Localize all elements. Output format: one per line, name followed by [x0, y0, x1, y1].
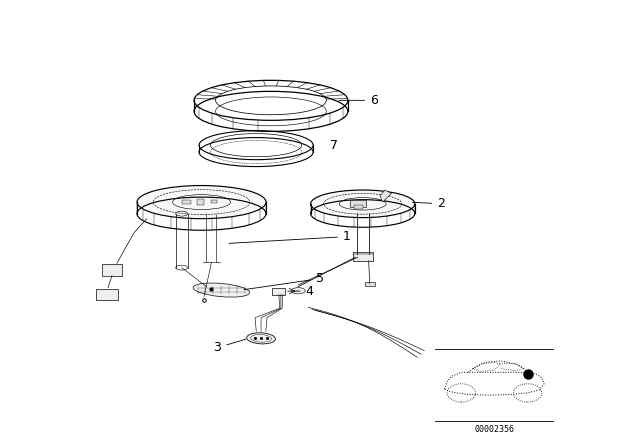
Text: 00002356: 00002356 — [474, 425, 515, 434]
Bar — [196, 199, 204, 205]
Bar — [354, 205, 363, 209]
Bar — [211, 200, 218, 203]
Text: 5: 5 — [244, 272, 324, 290]
Text: 7: 7 — [330, 139, 339, 152]
FancyBboxPatch shape — [96, 289, 118, 301]
Text: 2: 2 — [412, 197, 445, 210]
Bar — [365, 282, 375, 286]
Polygon shape — [380, 190, 392, 202]
Ellipse shape — [137, 185, 266, 219]
Ellipse shape — [310, 190, 415, 218]
Text: 1: 1 — [229, 230, 351, 243]
Bar — [350, 200, 366, 207]
Ellipse shape — [291, 288, 305, 294]
Bar — [273, 288, 285, 294]
Ellipse shape — [246, 333, 275, 344]
Bar — [182, 200, 191, 204]
Text: 6: 6 — [339, 94, 378, 107]
Bar — [353, 252, 372, 261]
Text: 4: 4 — [287, 284, 314, 297]
FancyBboxPatch shape — [102, 264, 122, 276]
Text: 3: 3 — [214, 339, 246, 354]
Ellipse shape — [193, 283, 250, 297]
